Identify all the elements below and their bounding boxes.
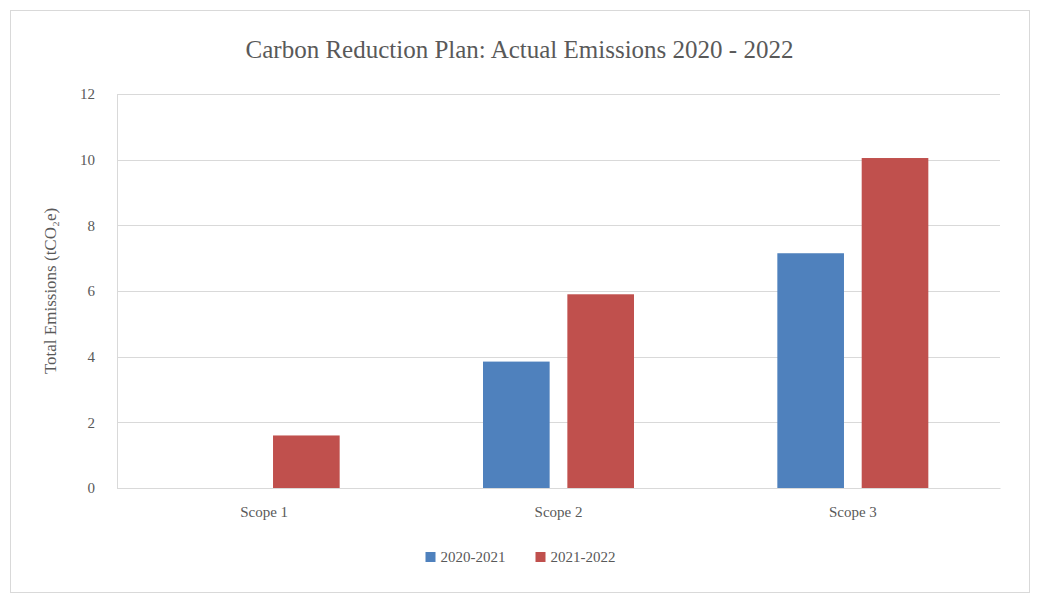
x-tick: Scope 2 — [535, 488, 583, 520]
y-tick: 8 — [88, 218, 118, 234]
y-tick-label: 0 — [88, 480, 96, 496]
y-tick-label: 10 — [80, 152, 95, 168]
x-axis: Scope 1 Scope 2 Scope 3 — [118, 488, 1001, 520]
bars — [273, 158, 928, 488]
bar — [777, 253, 844, 488]
y-tick-label: 4 — [88, 349, 96, 365]
chart-svg: 0 2 4 6 8 10 12 Scope 1 Scope 2 Scope 3 Carbon Red… — [0, 0, 1040, 603]
legend-label: 2021-2022 — [551, 549, 616, 565]
x-tick-label: Scope 1 — [240, 504, 288, 520]
x-tick-label: Scope 3 — [829, 504, 877, 520]
y-axis-title: Total Emissions (tCO₂e) — [41, 208, 60, 374]
legend-item: 2020-2021 — [426, 549, 506, 565]
y-tick: 12 — [80, 86, 117, 102]
chart-container: 0 2 4 6 8 10 12 Scope 1 Scope 2 Scope 3 Carbon Red… — [0, 0, 1040, 603]
legend-label: 2020-2021 — [441, 549, 506, 565]
legend: 2020-2021 2021-2022 — [426, 549, 616, 565]
y-tick: 4 — [88, 349, 118, 365]
x-tick-label: Scope 2 — [535, 504, 583, 520]
y-tick-label: 6 — [88, 283, 96, 299]
bar — [273, 435, 340, 488]
y-axis: 0 2 4 6 8 10 12 — [80, 86, 118, 496]
y-tick: 0 — [88, 480, 118, 496]
grid-line — [117, 94, 1000, 95]
legend-swatch — [426, 552, 436, 562]
y-tick-label: 2 — [88, 415, 96, 431]
y-tick-label: 8 — [88, 218, 96, 234]
x-tick: Scope 3 — [829, 488, 877, 520]
y-tick-label: 12 — [80, 86, 95, 102]
bar — [567, 294, 634, 488]
chart-frame — [11, 11, 1030, 593]
y-tick: 6 — [88, 283, 118, 299]
y-tick: 2 — [88, 415, 118, 431]
bar — [483, 362, 550, 488]
y-tick: 10 — [80, 152, 117, 168]
bar — [189, 488, 256, 489]
chart-title: Carbon Reduction Plan: Actual Emissions … — [246, 36, 794, 63]
y-axis-line — [117, 95, 118, 489]
bar — [862, 158, 929, 488]
x-tick: Scope 1 — [240, 488, 288, 520]
legend-swatch — [536, 552, 546, 562]
legend-item: 2021-2022 — [536, 549, 616, 565]
grid-line — [117, 488, 1000, 489]
x-axis-line — [118, 488, 1001, 489]
grid — [117, 95, 1000, 489]
